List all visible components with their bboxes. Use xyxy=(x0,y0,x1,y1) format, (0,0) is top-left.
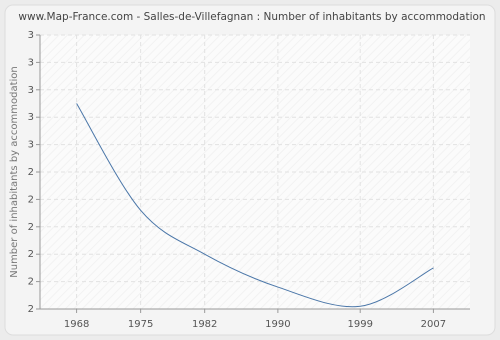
x-tick-label: 1975 xyxy=(128,319,153,330)
x-tick-label: 2007 xyxy=(421,319,446,330)
chart-title: www.Map-France.com - Salles-de-Villefagn… xyxy=(18,11,485,23)
x-tick-label: 1990 xyxy=(265,319,290,330)
x-tick-label: 1968 xyxy=(64,319,89,330)
x-tick-label: 1999 xyxy=(347,319,372,330)
y-axis-label: Number of inhabitants by accommodation xyxy=(9,66,20,278)
y-tick-label: 2 xyxy=(28,277,34,288)
y-tick-label: 3 xyxy=(28,30,34,41)
y-tick-label: 3 xyxy=(28,57,34,68)
line-series xyxy=(76,103,434,308)
y-tick-label: 2 xyxy=(28,194,34,205)
y-tick-label: 2 xyxy=(28,304,34,315)
y-tick-label: 3 xyxy=(28,85,34,96)
y-tick-label: 2 xyxy=(28,167,34,178)
x-tick-label: 1982 xyxy=(192,319,217,330)
y-tick-label: 3 xyxy=(28,112,34,123)
y-tick-label: 3 xyxy=(28,140,34,151)
y-tick-label: 2 xyxy=(28,222,34,233)
y-tick-label: 2 xyxy=(28,249,34,260)
